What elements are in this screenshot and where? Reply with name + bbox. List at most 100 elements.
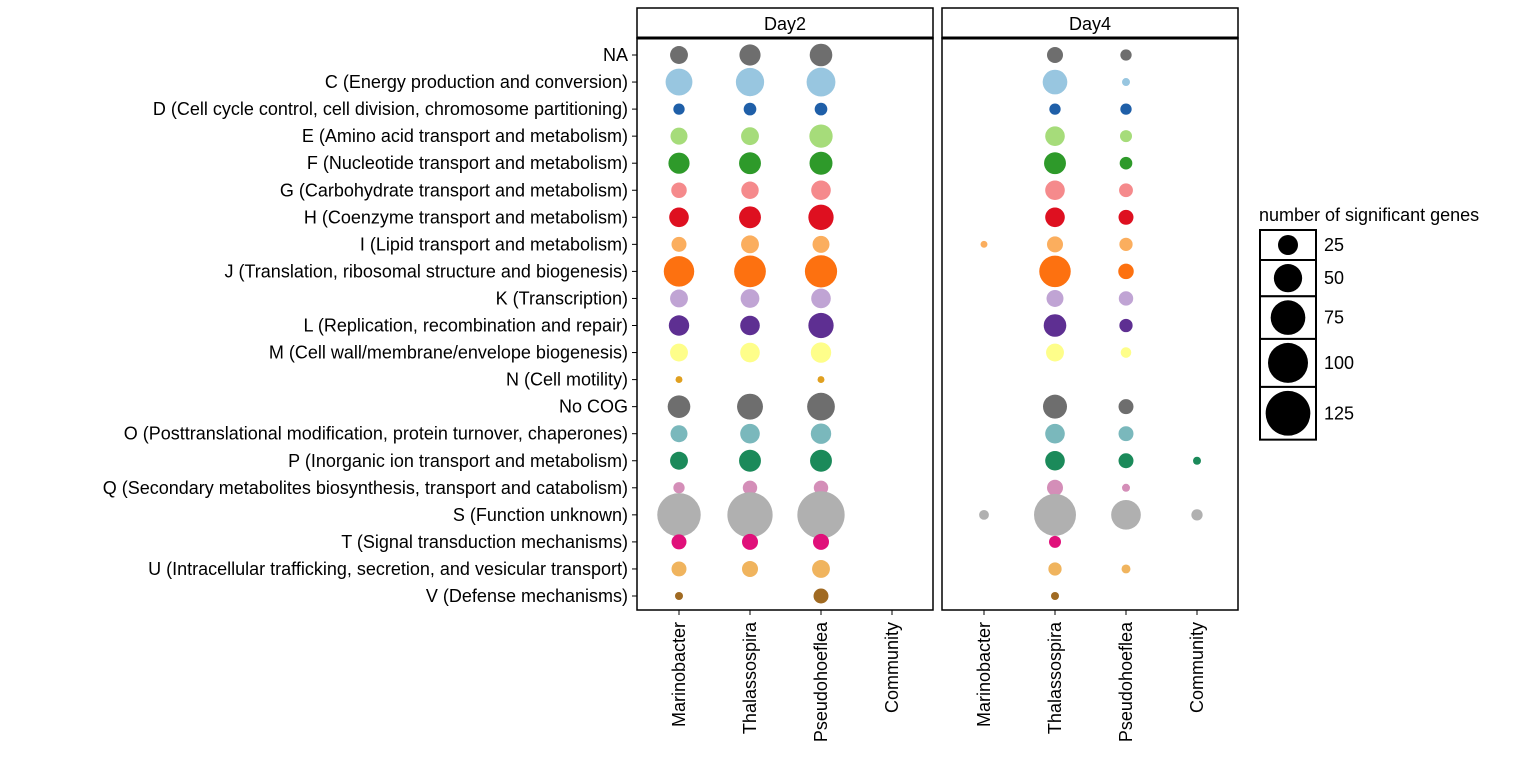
point-day2-thalassospira-13 [737, 393, 763, 420]
point-day2-marinobacter-17 [657, 493, 701, 537]
x-tick-label-day4-community: Community [1187, 622, 1207, 713]
point-day4-pseudohoeflea-10 [1119, 318, 1133, 333]
point-day2-marinobacter-20 [675, 592, 683, 600]
point-day2-pseudohoeflea-17 [797, 491, 845, 539]
point-day4-thalassospira-17 [1034, 493, 1076, 536]
point-day2-pseudohoeflea-7 [812, 235, 830, 253]
y-tick-label-20: V (Defense mechanisms) [426, 586, 628, 606]
point-day2-pseudohoeflea-16 [813, 480, 829, 496]
x-tick-label-day2-community: Community [882, 622, 902, 713]
point-day4-pseudohoeflea-9 [1118, 291, 1134, 306]
point-day4-thalassospira-2 [1049, 103, 1061, 115]
point-day2-pseudohoeflea-2 [814, 102, 828, 116]
point-day2-thalassospira-6 [739, 206, 761, 229]
facet-strip-day2 [636, 7, 934, 39]
legend-label-75: 75 [1324, 308, 1344, 328]
point-day2-thalassospira-8 [734, 255, 766, 288]
point-day2-marinobacter-6 [669, 207, 689, 228]
y-tick-label-6: H (Coenzyme transport and metabolism) [304, 207, 628, 227]
point-day2-pseudohoeflea-20 [813, 588, 829, 604]
point-day2-thalassospira-10 [740, 315, 760, 336]
point-day4-thalassospira-14 [1045, 423, 1065, 444]
point-day2-marinobacter-0 [670, 46, 688, 64]
point-day4-pseudohoeflea-19 [1121, 564, 1131, 574]
point-day2-thalassospira-19 [742, 560, 758, 577]
point-day4-thalassospira-19 [1048, 562, 1062, 576]
point-day4-pseudohoeflea-7 [1119, 237, 1133, 251]
facet-strip-day4 [941, 7, 1239, 39]
x-tick-label-day4-pseudohoeflea: Pseudohoeflea [1116, 621, 1136, 742]
y-tick-label-4: F (Nucleotide transport and metabolism) [307, 153, 628, 173]
y-tick-label-8: J (Translation, ribosomal structure and … [224, 261, 628, 281]
point-day2-thalassospira-3 [741, 127, 759, 146]
point-day4-pseudohoeflea-4 [1119, 156, 1133, 170]
point-day4-thalassospira-5 [1045, 180, 1065, 201]
point-day4-thalassospira-15 [1045, 450, 1065, 471]
legend-title: number of significant genes [1259, 205, 1479, 225]
y-tick-label-19: U (Intracellular trafficking, secretion,… [148, 559, 628, 579]
point-day2-thalassospira-11 [740, 342, 760, 363]
point-day2-marinobacter-9 [670, 289, 688, 308]
point-day2-marinobacter-8 [663, 256, 695, 287]
point-day2-pseudohoeflea-10 [808, 312, 834, 339]
facet-strips: Day2 Day4 [636, 7, 1239, 39]
y-tick-label-3: E (Amino acid transport and metabolism) [302, 126, 628, 146]
y-tick-label-9: K (Transcription) [496, 288, 628, 308]
x-tick-label-day2-thalassospira: Thalassospira [740, 621, 760, 734]
point-day4-pseudohoeflea-13 [1118, 399, 1134, 415]
point-day2-pseudohoeflea-0 [809, 43, 833, 67]
y-tick-label-15: P (Inorganic ion transport and metabolis… [288, 451, 628, 471]
facet-panel-day4 [941, 37, 1239, 611]
point-day2-thalassospira-16 [742, 480, 758, 496]
y-tick-label-0: NA [603, 45, 628, 65]
point-day2-marinobacter-19 [671, 561, 687, 577]
point-day2-thalassospira-17 [727, 492, 773, 538]
point-day4-pseudohoeflea-5 [1119, 183, 1133, 198]
point-day4-thalassospira-4 [1044, 152, 1066, 175]
point-day2-thalassospira-1 [735, 67, 765, 97]
point-day2-thalassospira-15 [739, 449, 761, 472]
point-day4-thalassospira-7 [1047, 236, 1063, 253]
y-tick-label-1: C (Energy production and conversion) [325, 72, 628, 92]
x-tick-label-day2-pseudohoeflea: Pseudohoeflea [811, 621, 831, 742]
point-day2-pseudohoeflea-18 [813, 533, 829, 550]
point-day4-pseudohoeflea-14 [1118, 426, 1134, 442]
point-day4-thalassospira-11 [1046, 343, 1064, 362]
point-day4-pseudohoeflea-11 [1120, 347, 1132, 358]
point-day2-marinobacter-10 [668, 315, 690, 336]
point-day4-thalassospira-1 [1042, 69, 1068, 95]
point-day4-thalassospira-8 [1039, 255, 1071, 288]
point-day2-marinobacter-16 [673, 482, 685, 494]
point-day4-marinobacter-17 [979, 509, 989, 520]
x-tick-label-day2-marinobacter: Marinobacter [669, 622, 689, 727]
point-day4-pseudohoeflea-1 [1122, 78, 1130, 87]
point-day2-thalassospira-5 [741, 181, 759, 199]
point-day2-marinobacter-2 [673, 103, 685, 115]
point-day2-pseudohoeflea-19 [812, 560, 830, 578]
legend-key-circle [1265, 390, 1311, 436]
point-day4-thalassospira-16 [1047, 479, 1063, 496]
legend-key-circle [1270, 300, 1306, 335]
point-day4-thalassospira-20 [1051, 592, 1059, 600]
y-tick-label-7: I (Lipid transport and metabolism) [360, 234, 628, 254]
point-day4-thalassospira-6 [1045, 207, 1065, 228]
point-day2-marinobacter-3 [670, 127, 688, 145]
x-tick-label-day4-marinobacter: Marinobacter [974, 622, 994, 727]
point-day4-pseudohoeflea-3 [1120, 130, 1132, 143]
point-day2-pseudohoeflea-11 [810, 342, 832, 363]
point-day2-pseudohoeflea-5 [811, 180, 831, 201]
point-day4-community-17 [1191, 509, 1203, 521]
legend-key-circle [1268, 342, 1308, 383]
point-day4-pseudohoeflea-2 [1120, 103, 1132, 115]
point-day2-pseudohoeflea-6 [808, 204, 834, 230]
point-day2-marinobacter-18 [671, 534, 687, 550]
point-day4-thalassospira-0 [1047, 47, 1063, 63]
y-tick-label-2: D (Cell cycle control, cell division, ch… [153, 99, 628, 119]
size-legend: number of significant genes 25 50 75 100 125 [1259, 205, 1479, 441]
point-day2-marinobacter-13 [667, 395, 691, 418]
y-tick-label-10: L (Replication, recombination and repair… [303, 316, 628, 336]
y-tick-label-12: N (Cell motility) [506, 370, 628, 390]
point-day4-pseudohoeflea-16 [1122, 483, 1130, 492]
point-day2-pseudohoeflea-14 [810, 423, 832, 444]
y-tick-label-14: O (Posttranslational modification, prote… [124, 424, 628, 444]
